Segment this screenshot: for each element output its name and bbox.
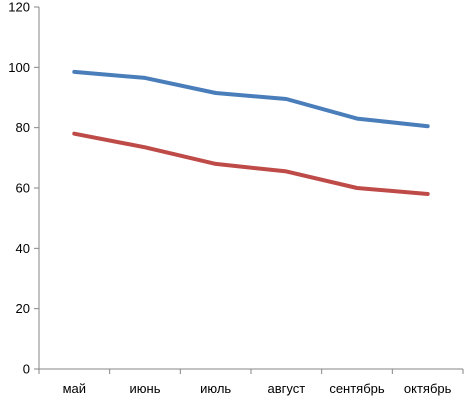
series-lines	[72, 69, 430, 196]
x-axis: май июнь июль август сентябрь октябрь	[38, 368, 464, 396]
x-tick-label: июнь	[130, 381, 161, 396]
y-tick-label: 40	[16, 241, 30, 256]
y-axis: 0 20 40 60 80 100 120	[8, 0, 40, 377]
series-line-2	[72, 131, 430, 196]
y-tick-label: 60	[16, 181, 30, 196]
x-tick-label: июль	[200, 381, 231, 396]
x-tick-label: октябрь	[404, 381, 452, 396]
y-tick-label: 20	[16, 301, 30, 316]
series-line-1	[72, 69, 430, 129]
y-tick-label: 0	[23, 362, 30, 377]
x-tick-label: май	[63, 381, 86, 396]
x-tick-label: август	[267, 381, 305, 396]
y-tick-label: 120	[8, 0, 30, 15]
y-tick-label: 80	[16, 120, 30, 135]
y-tick-label: 100	[8, 60, 30, 75]
x-tick-label: сентябрь	[329, 381, 385, 396]
